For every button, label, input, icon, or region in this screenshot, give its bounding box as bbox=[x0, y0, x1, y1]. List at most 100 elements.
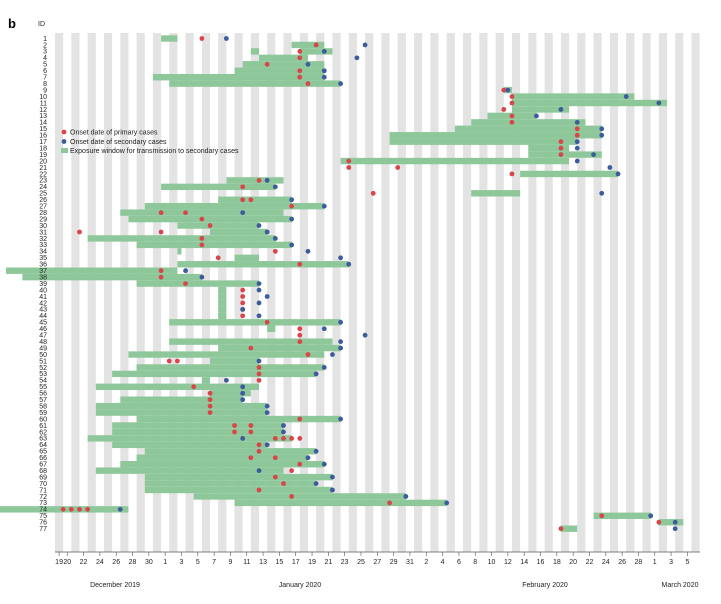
secondary-onset-dot bbox=[240, 436, 246, 441]
id-label: 35 bbox=[39, 255, 47, 262]
day-stripe bbox=[152, 33, 162, 552]
primary-onset-dot bbox=[387, 500, 392, 506]
exposure-window-bar bbox=[471, 119, 586, 126]
secondary-onset-dot bbox=[183, 268, 188, 274]
secondary-onset-dot bbox=[223, 377, 229, 383]
exposure-window-bar bbox=[218, 306, 227, 313]
primary-onset-dot bbox=[207, 390, 213, 396]
id-label: 30 bbox=[39, 223, 47, 230]
secondary-onset-dot bbox=[672, 526, 678, 532]
exposure-window-bar bbox=[560, 525, 578, 532]
exposure-window-bar bbox=[389, 132, 602, 139]
exposure-window-bar bbox=[267, 325, 276, 332]
id-label: 67 bbox=[39, 462, 47, 469]
primary-onset-dot bbox=[248, 429, 254, 435]
primary-onset-dot bbox=[509, 119, 515, 125]
exposure-window-bar bbox=[528, 144, 570, 152]
x-tick-label: 14 bbox=[520, 559, 528, 566]
secondary-onset-dot bbox=[599, 132, 605, 138]
id-label: 18 bbox=[39, 145, 47, 152]
day-stripe bbox=[201, 33, 211, 552]
id-label: 63 bbox=[39, 436, 47, 443]
secondary-onset-dot bbox=[289, 242, 295, 248]
id-label: 38 bbox=[39, 274, 47, 281]
id-label: 40 bbox=[39, 287, 47, 294]
exposure-window-bar bbox=[454, 125, 602, 132]
primary-onset-dot bbox=[232, 429, 237, 435]
x-tick-label: 20 bbox=[569, 559, 577, 566]
day-stripe bbox=[414, 33, 423, 552]
secondary-onset-dot bbox=[313, 371, 319, 377]
id-labels: 1234567891011121314151617181920212223242… bbox=[39, 36, 47, 533]
x-tick-label: 15 bbox=[276, 559, 284, 566]
secondary-onset-dot bbox=[256, 313, 262, 319]
secondary-onset-dot bbox=[321, 461, 327, 467]
secondary-onset-dot bbox=[362, 42, 368, 48]
legend-exposure-label: Exposure window for transmission to seco… bbox=[70, 148, 239, 155]
secondary-onset-dot bbox=[615, 171, 621, 177]
primary-onset-dot bbox=[272, 455, 278, 461]
legend-exposure-marker bbox=[61, 148, 68, 153]
primary-onset-dot bbox=[297, 49, 303, 54]
primary-onset-dot bbox=[175, 358, 180, 364]
primary-onset-dot bbox=[77, 506, 82, 512]
exposure-window-bar bbox=[95, 402, 268, 410]
x-tick-label: 5 bbox=[196, 559, 200, 566]
primary-onset-dot bbox=[183, 210, 188, 216]
id-label: 9 bbox=[43, 87, 47, 94]
x-tick-label: 1 bbox=[163, 559, 167, 566]
exposure-window-bar bbox=[120, 396, 243, 403]
secondary-onset-dot bbox=[264, 442, 270, 448]
x-tick-label: 28 bbox=[129, 559, 137, 566]
day-stripe bbox=[299, 33, 308, 552]
secondary-onset-dot bbox=[574, 145, 580, 151]
primary-onset-dot bbox=[207, 223, 213, 228]
exposure-window-bar bbox=[259, 54, 308, 62]
secondary-onset-dot bbox=[240, 210, 246, 216]
id-label: 73 bbox=[39, 500, 47, 507]
primary-onset-dot bbox=[199, 36, 205, 41]
id-label: 68 bbox=[39, 468, 47, 475]
day-stripe bbox=[609, 33, 619, 552]
primary-onset-dot bbox=[289, 494, 295, 499]
x-tick-label: 18 bbox=[553, 559, 561, 566]
secondary-onset-dot bbox=[264, 403, 270, 409]
primary-onset-dot bbox=[256, 178, 262, 183]
primary-onset-dot bbox=[166, 358, 172, 364]
exposure-window-bar bbox=[144, 486, 333, 494]
exposure-window-bar bbox=[136, 454, 308, 461]
day-stripe bbox=[71, 33, 80, 552]
legend-primary-marker bbox=[61, 129, 67, 135]
x-tick-label: 31 bbox=[406, 559, 414, 566]
id-label: 36 bbox=[39, 262, 47, 269]
primary-onset-dot bbox=[240, 197, 246, 203]
primary-onset-dot bbox=[297, 332, 303, 338]
exposure-window-bar bbox=[193, 493, 406, 500]
day-stripe bbox=[544, 33, 553, 552]
secondary-onset-dot bbox=[313, 448, 319, 454]
x-tick-label: 25 bbox=[357, 559, 365, 566]
secondary-onset-dot bbox=[648, 513, 654, 519]
secondary-onset-dot bbox=[264, 410, 270, 415]
x-tick-label: 27 bbox=[373, 559, 381, 566]
id-label: 46 bbox=[39, 326, 47, 333]
x-tick-label: 23 bbox=[341, 559, 349, 566]
primary-onset-dot bbox=[207, 403, 213, 409]
exposure-window-bar bbox=[128, 215, 292, 223]
id-label: 27 bbox=[39, 204, 47, 211]
day-stripe bbox=[430, 33, 439, 552]
secondary-onset-dot bbox=[321, 326, 327, 332]
secondary-onset-dot bbox=[599, 126, 605, 132]
id-label: 57 bbox=[39, 397, 47, 404]
primary-onset-dot bbox=[281, 481, 286, 486]
primary-onset-dot bbox=[297, 461, 303, 467]
month-label: January 2020 bbox=[279, 582, 322, 589]
primary-onset-dot bbox=[272, 436, 278, 441]
id-label: 19 bbox=[39, 152, 47, 159]
secondary-onset-dot bbox=[256, 300, 262, 306]
primary-onset-dot bbox=[509, 94, 515, 99]
id-label: 17 bbox=[39, 139, 47, 146]
id-label: 11 bbox=[40, 100, 47, 107]
exposure-window-bar bbox=[120, 461, 325, 468]
